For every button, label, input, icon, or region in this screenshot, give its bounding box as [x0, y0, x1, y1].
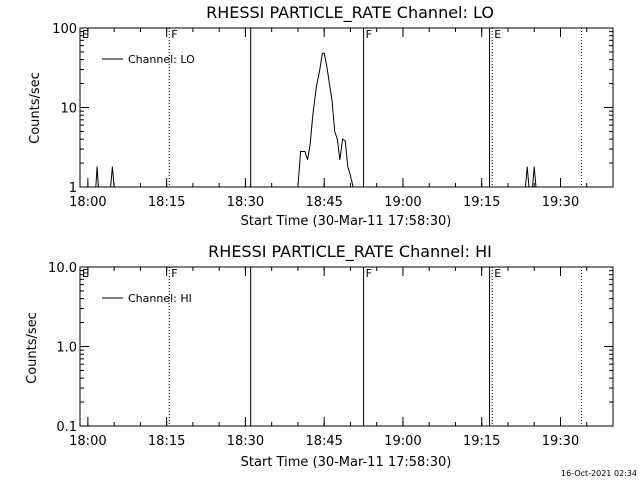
- series-line: [95, 166, 99, 188]
- series-line: [525, 166, 530, 188]
- x-tick-label: 19:15: [463, 195, 500, 210]
- annotation-label: F: [171, 267, 177, 280]
- footer-timestamp: 16-Oct-2021 02:34: [561, 469, 637, 478]
- annotation-label: F: [171, 28, 177, 41]
- annotation-label: F: [366, 28, 372, 41]
- chart-title: RHESSI PARTICLE_RATE Channel: HI: [208, 242, 492, 262]
- y-tick-group: 1 10 100: [52, 22, 613, 196]
- series-line: [110, 166, 115, 188]
- x-axis-label: Start Time (30-Mar-11 17:58:30): [241, 214, 452, 229]
- x-tick-label: 19:30: [542, 195, 579, 210]
- series-line: [297, 52, 354, 188]
- y-axis-label: Counts/sec: [28, 72, 43, 144]
- y-tick-label: 10.0: [48, 261, 77, 276]
- y-tick-group: 0.1 1.0 10.0: [48, 261, 613, 435]
- x-tick-label: 18:30: [227, 434, 264, 449]
- series-line: [532, 166, 537, 188]
- panel-hi: RHESSI PARTICLE_RATE Channel: HI E F F E 0.…: [25, 242, 614, 470]
- x-tick-label: 18:15: [148, 434, 185, 449]
- annotation-label: E: [82, 28, 89, 41]
- x-tick-label: 19:15: [463, 434, 500, 449]
- x-tick-label: 18:00: [69, 195, 106, 210]
- legend: Channel: HI: [102, 292, 192, 305]
- y-tick-label: 1: [69, 181, 77, 196]
- x-tick-label: 18:45: [305, 434, 342, 449]
- x-tick-label: 18:15: [148, 195, 185, 210]
- y-tick-label: 100: [52, 22, 77, 37]
- legend-label: Channel: LO: [128, 53, 195, 66]
- x-axis-label: Start Time (30-Mar-11 17:58:30): [241, 455, 452, 470]
- y-tick-label: 1.0: [56, 341, 77, 356]
- annotation-label: F: [366, 267, 372, 280]
- x-tick-label: 18:00: [69, 434, 106, 449]
- chart-title: RHESSI PARTICLE_RATE Channel: LO: [206, 3, 494, 23]
- legend: Channel: LO: [102, 53, 195, 66]
- series-group: [95, 52, 537, 188]
- y-axis-label: Counts/sec: [25, 312, 40, 384]
- x-tick-label: 19:00: [384, 434, 421, 449]
- x-tick-label: 19:30: [542, 434, 579, 449]
- x-tick-label: 18:45: [305, 195, 342, 210]
- x-tick-group: 18:00 18:15 18:30 18:45 19:00 19:15 19:30: [69, 28, 614, 210]
- annotation-label: E: [494, 267, 501, 280]
- x-tick-label: 19:00: [384, 195, 421, 210]
- y-tick-label: 0.1: [56, 420, 77, 435]
- y-tick-label: 10: [60, 102, 77, 117]
- x-tick-group: 18:00 18:15 18:30 18:45 19:00 19:15 19:30: [69, 267, 614, 449]
- annotation-label: E: [82, 267, 89, 280]
- annotation-label: E: [494, 28, 501, 41]
- legend-label: Channel: HI: [128, 292, 192, 305]
- x-tick-label: 18:30: [227, 195, 264, 210]
